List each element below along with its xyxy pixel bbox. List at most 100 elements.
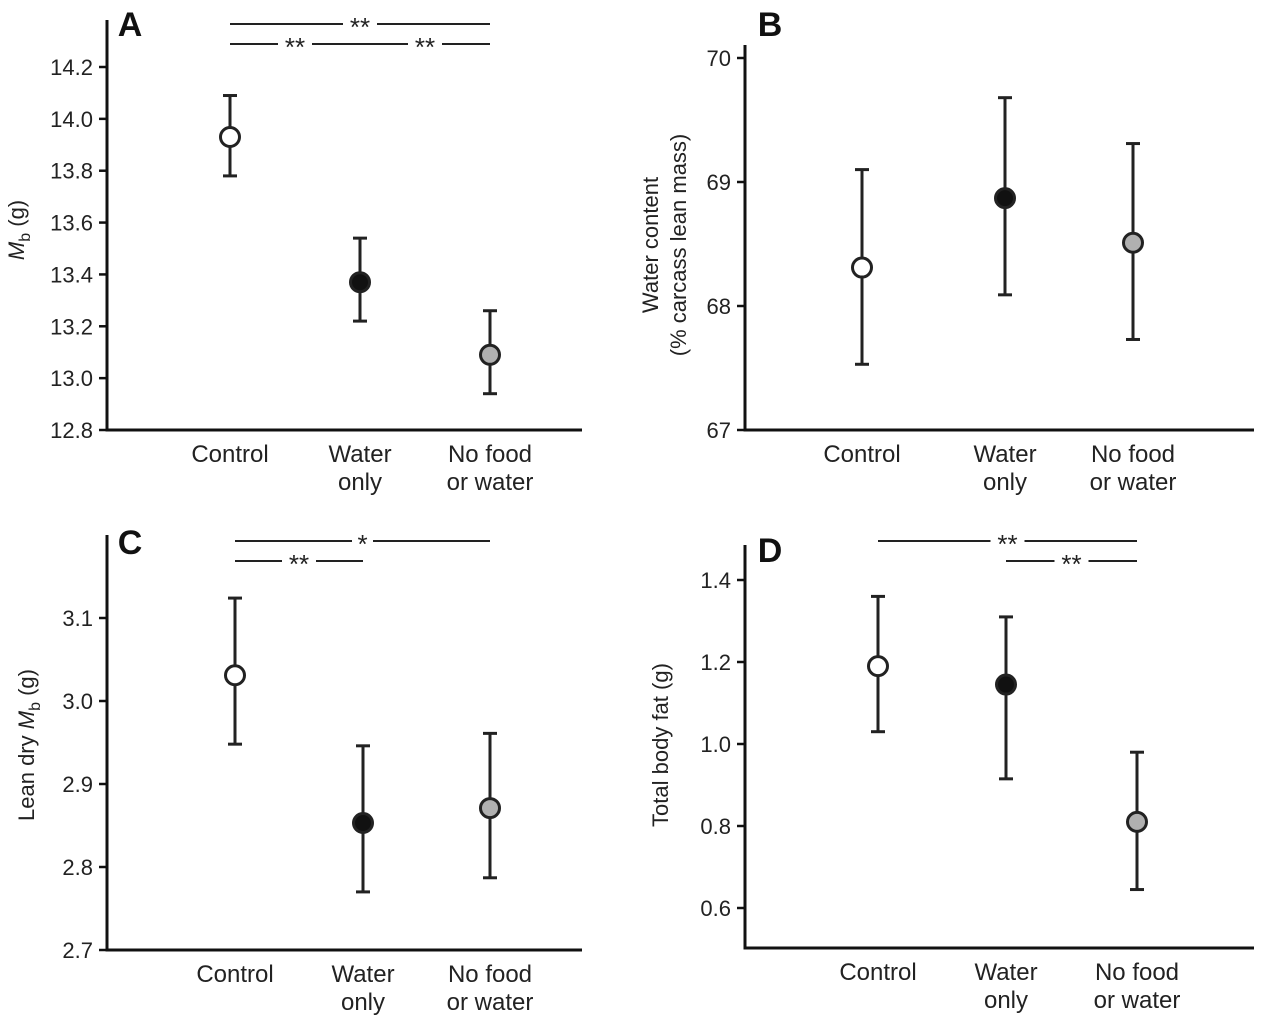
mean-point	[349, 271, 371, 294]
data-point-group	[352, 744, 374, 894]
y-tick-label: 70	[707, 46, 731, 71]
x-tick-label: Control	[823, 441, 900, 468]
y-axis-label-prefix: Lean dry	[14, 729, 39, 821]
data-point-group	[1126, 750, 1148, 892]
x-tick-label-line: Control	[196, 961, 273, 988]
y-tick-label: 12.8	[50, 418, 93, 443]
y-axis-label-symbol: M	[4, 241, 29, 260]
x-tick-label-line: or water	[1090, 469, 1177, 496]
x-tick-label-line: No food	[1095, 959, 1179, 986]
data-point-group	[349, 236, 371, 323]
y-tick-label: 14.2	[50, 55, 93, 80]
x-tick-label-line: or water	[447, 469, 534, 496]
x-tick-label: No food or water	[447, 961, 534, 1016]
significance-label: **	[289, 549, 309, 579]
y-tick-label: 13.2	[50, 314, 93, 339]
y-axis-label-line: Water content	[638, 177, 663, 313]
y-axis-label-symbol: M	[14, 710, 39, 729]
y-tick-label: 3.1	[62, 606, 93, 631]
x-tick-label-line: or water	[447, 989, 534, 1016]
y-tick-label: 13.4	[50, 262, 93, 287]
y-tick-label: 13.8	[50, 159, 93, 184]
x-tick-label: Water only	[331, 961, 394, 1016]
y-axis-label: Lean dry Mb (g)	[14, 669, 44, 821]
significance-label: **	[415, 32, 435, 62]
x-tick-label-line: No food	[448, 961, 532, 988]
y-tick-label: 68	[707, 294, 731, 319]
data-point-group	[224, 596, 246, 746]
x-tick-label: Water only	[328, 441, 391, 496]
panel-b: B 67 68 69 70 Water content (% carcass lean ma…	[638, 6, 1254, 496]
significance-bracket: *	[235, 529, 490, 559]
x-tick-label-line: or water	[1094, 987, 1181, 1014]
y-tick-label: 1.2	[700, 650, 731, 675]
x-tick-label-line: only	[341, 989, 385, 1016]
x-tick-label: Water only	[974, 959, 1037, 1014]
y-tick-label: 14.0	[50, 107, 93, 132]
data-point-group	[1122, 142, 1144, 341]
mean-point	[219, 126, 241, 149]
y-tick-label: 0.6	[700, 896, 731, 921]
y-axis-label-line: (% carcass lean mass)	[666, 134, 691, 357]
panel-a: A 12.8 13.0 13.2 13.4 13.6 13.8 14.0 14.2 Mb (g) C…	[4, 6, 582, 496]
data-point-group	[851, 168, 873, 366]
significance-label: **	[997, 529, 1017, 559]
x-tick-label-line: Water	[974, 959, 1037, 986]
significance-label: *	[357, 529, 367, 559]
y-tick-label: 69	[707, 170, 731, 195]
y-axis-label: Water content (% carcass lean mass)	[638, 134, 691, 357]
x-tick-label-line: Water	[331, 961, 394, 988]
panel-d: D 0.6 0.8 1.0 1.2 1.4 Total body fat (g) Contro…	[648, 529, 1254, 1014]
mean-point	[352, 812, 374, 835]
x-tick-label-line: Water	[973, 441, 1036, 468]
data-point-group	[479, 309, 501, 396]
panel-label: D	[758, 532, 783, 570]
y-tick-label: 2.8	[62, 855, 93, 880]
y-axis-label-subscript: b	[17, 233, 34, 242]
y-tick-label: 13.6	[50, 211, 93, 236]
x-tick-label-line: No food	[1091, 441, 1175, 468]
y-tick-label: 13.0	[50, 366, 93, 391]
y-axis-label-subscript: b	[27, 702, 44, 711]
y-tick-label: 3.0	[62, 689, 93, 714]
panel-label: C	[118, 524, 143, 562]
x-tick-label-line: Control	[191, 441, 268, 468]
panel-label: B	[758, 6, 783, 44]
significance-bracket: **	[360, 32, 490, 62]
data-point-group	[994, 96, 1016, 297]
y-axis-label-unit: (g)	[14, 669, 39, 702]
y-axis-label-unit: (g)	[4, 200, 29, 233]
x-tick-label-line: Water	[328, 441, 391, 468]
mean-point	[994, 187, 1016, 210]
x-tick-label-line: only	[338, 469, 382, 496]
y-tick-label: 1.0	[700, 732, 731, 757]
x-tick-label-line: only	[983, 469, 1027, 496]
x-tick-label-line: Control	[839, 959, 916, 986]
x-tick-label: No food or water	[1094, 959, 1181, 1014]
x-tick-label: Control	[196, 961, 273, 988]
significance-label: **	[285, 32, 305, 62]
mean-point	[1122, 231, 1144, 254]
x-tick-label-line: only	[984, 987, 1028, 1014]
y-tick-label: 2.7	[62, 938, 93, 963]
mean-point	[1126, 810, 1148, 833]
significance-label: **	[350, 12, 370, 42]
x-tick-label-line: Control	[823, 441, 900, 468]
y-axis-label-line: Total body fat (g)	[648, 663, 673, 827]
panel-label: A	[118, 6, 143, 44]
x-tick-label: Control	[839, 959, 916, 986]
y-tick-label: 1.4	[700, 568, 731, 593]
x-tick-label: No food or water	[1090, 441, 1177, 496]
mean-point	[224, 664, 246, 687]
data-point-group	[219, 94, 241, 178]
mean-point	[479, 797, 501, 820]
significance-bracket: **	[1006, 549, 1137, 579]
significance-bracket: **	[878, 529, 1137, 559]
mean-point	[867, 655, 889, 678]
significance-bracket: **	[230, 32, 360, 62]
significance-bracket: **	[235, 549, 363, 579]
panel-c: C 2.7 2.8 2.9 3.0 3.1 Lean dry Mb (g) Control Wa…	[14, 524, 582, 1016]
mean-point	[479, 343, 501, 366]
data-point-group	[867, 594, 889, 734]
